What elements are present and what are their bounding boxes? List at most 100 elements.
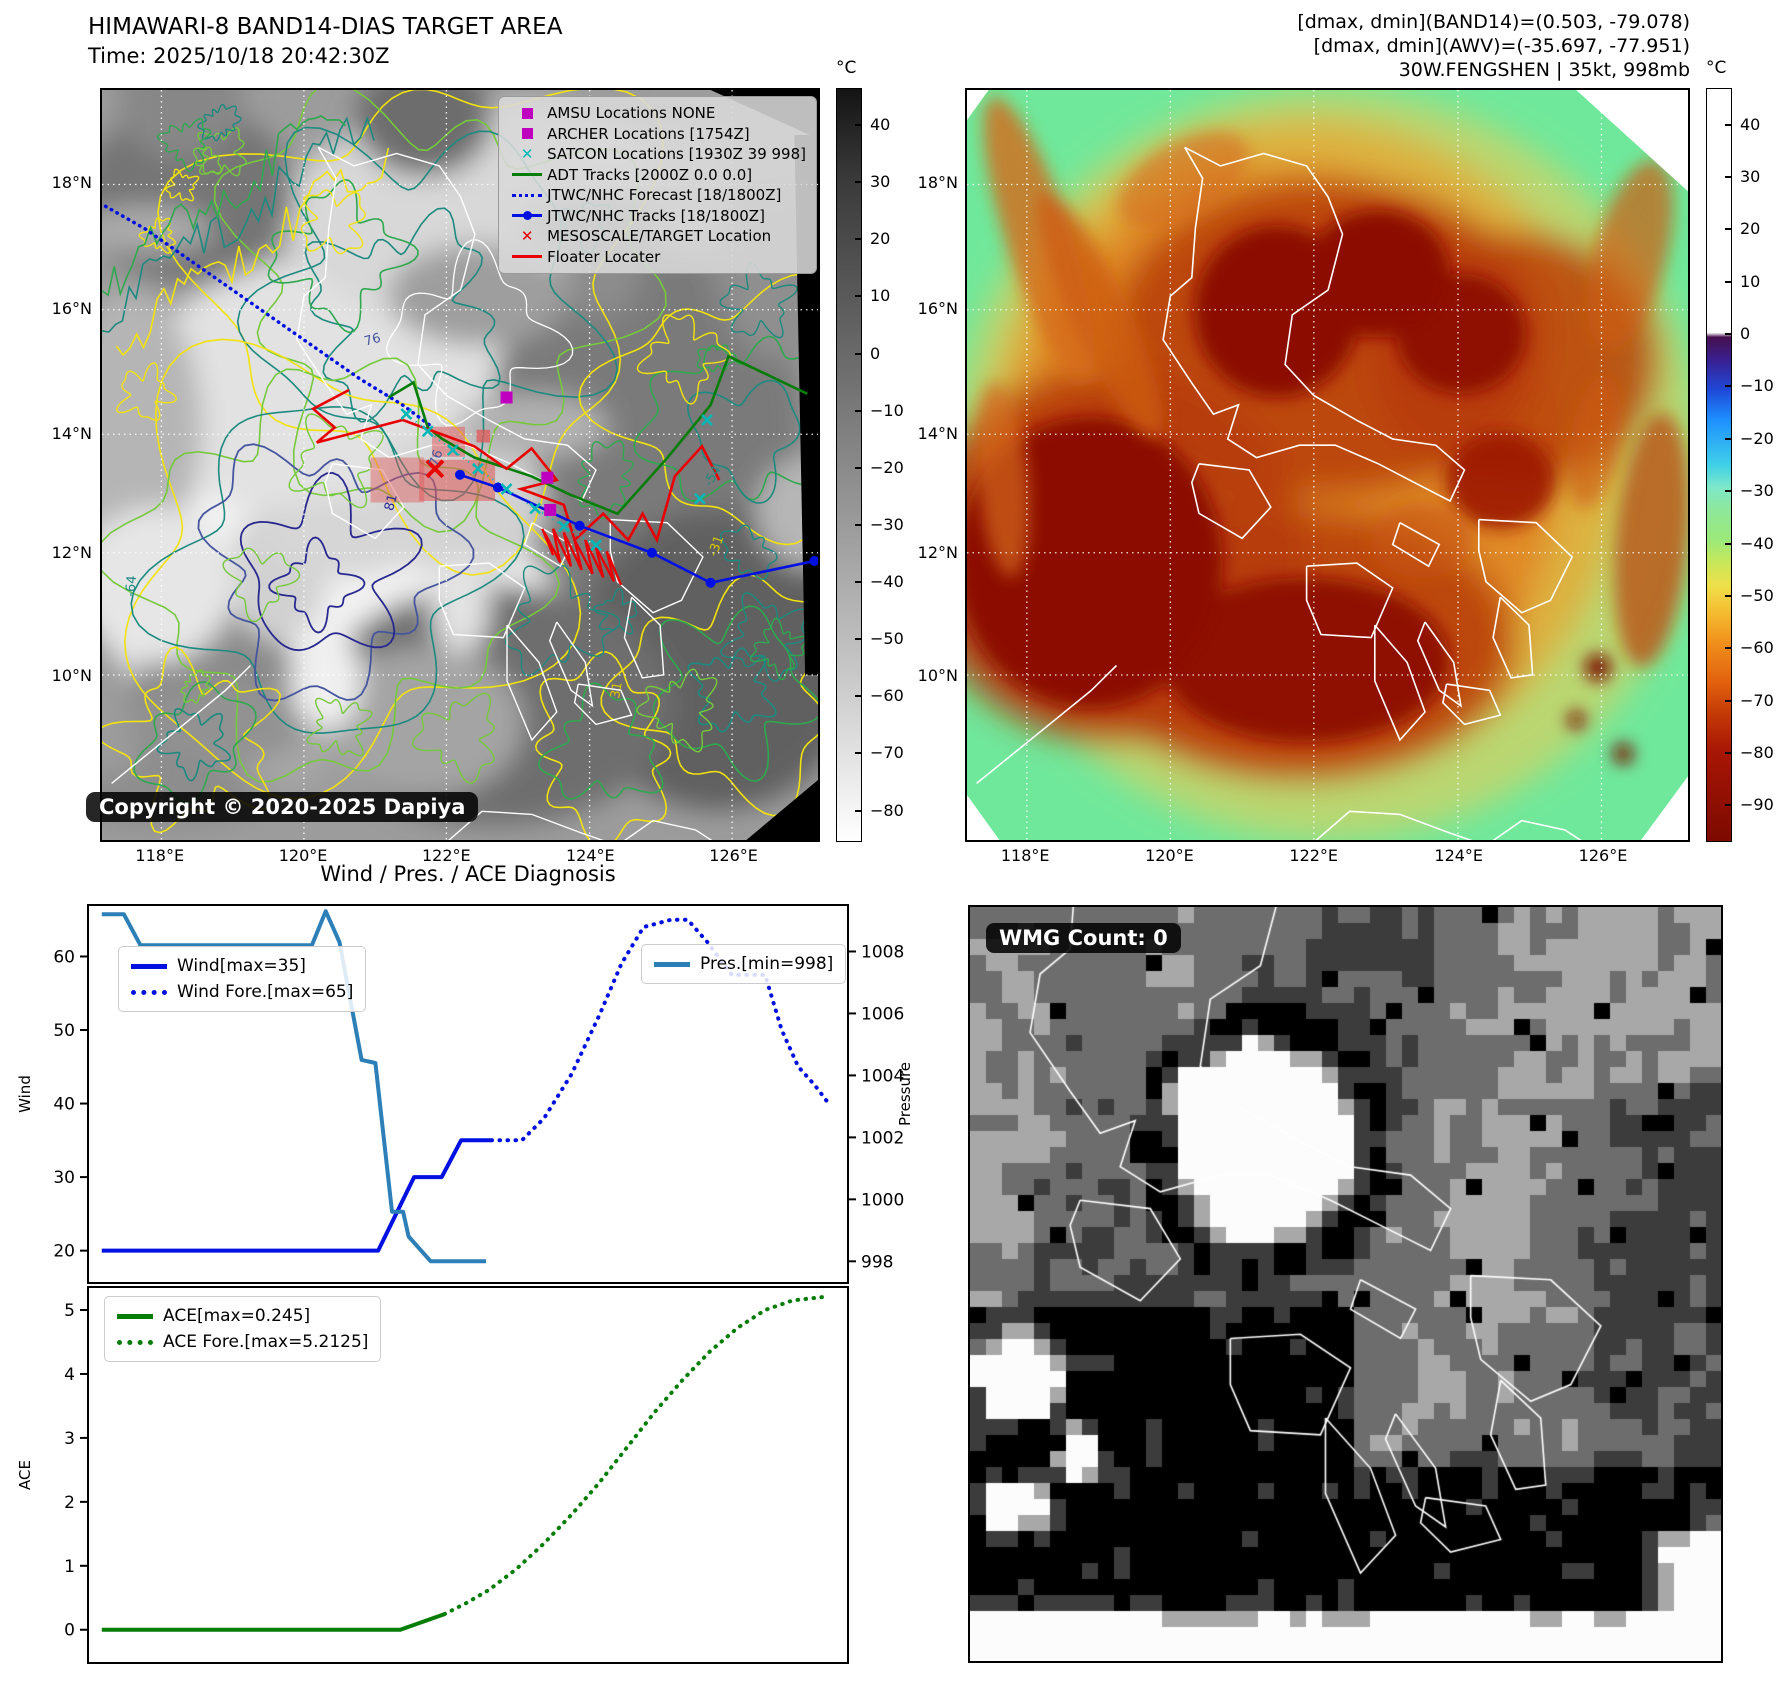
copyright-badge: Copyright © 2020-2025 Dapiya [86,792,479,822]
y-axis-tick: 60 [53,947,75,967]
legend-item-label: MESOSCALE/TARGET Location [547,227,772,245]
legend-item: Floater Locater [507,247,806,268]
awv-colorbar-tickmark [1725,490,1732,493]
band14-colorbar-tickmark [855,295,862,298]
awv-lat-tick: 14°N [917,424,958,444]
awv-lat-tick: 10°N [917,666,958,686]
contour-label: 81 [382,493,401,513]
awv-colorbar-tickmark [1725,333,1732,336]
legend-item: ✕ MESOSCALE/TARGET Location [507,226,806,247]
band14-title: HIMAWARI-8 BAND14-DIAS TARGET AREA [88,14,563,40]
awv-colorbar-tickmark [1725,385,1732,388]
band14-colorbar-tickmark [855,581,862,584]
band14-map: 76 76 81 -64 -54 -31 31 AMSU Locations NONE ARC… [100,88,820,842]
dotted-line-icon [507,193,547,197]
square-marker-icon [507,128,547,140]
contour-label: 76 [427,448,447,469]
y-axis-tick: 4 [64,1365,75,1385]
line-icon [507,173,547,177]
legend-item: ✕ SATCON Locations [1930Z 39 998] [507,144,806,165]
legend-item: ACE Fore.[max=5.2125] [117,1329,368,1355]
awv-map [965,88,1690,842]
legend-item: ACE[max=0.245] [117,1303,368,1329]
storm-id-label: 30W.FENGSHEN | 35kt, 998mb [1398,59,1690,81]
awv-colorbar-tickmark [1725,751,1732,754]
legend-item: Pres.[min=998] [654,951,833,977]
contour-label: 76 [363,331,383,350]
wmg-count-badge: WMG Count: 0 [986,923,1181,953]
series-Pres.[min=998] [101,909,486,1264]
awv-colorbar-tickmark [1725,123,1732,126]
legend-item-label: ADT Tracks [2000Z 0.0 0.0] [547,165,753,184]
awv-lon-tick: 118°E [1000,846,1050,865]
y2-axis-tick: 998 [861,1252,893,1272]
series-Wind[max=35] [101,1138,492,1253]
band14-lon-tick: 118°E [135,846,185,865]
dotted-line-icon [117,1339,163,1345]
awv-header: [dmax, dmin](BAND14)=(0.503, -79.078) [d… [1140,10,1690,82]
ace-legend: ACE[max=0.245] ACE Fore.[max=5.2125] [104,1296,382,1362]
x-marker-icon: ✕ [520,145,534,163]
band14-colorbar-tick: 30 [870,172,891,192]
band14-lon-tick: 124°E [565,846,615,865]
awv-colorbar-tick: −90 [1740,795,1774,815]
awv-colorbar-tickmark [1725,176,1732,178]
y-axis-tick: 2 [64,1493,75,1513]
band14-time-label: Time: 2025/10/18 20:42:30Z [88,44,390,68]
awv-colorbar-tick: 10 [1740,271,1761,291]
awv-colorbar-tick: −60 [1740,638,1774,658]
dmax-dmin-band14: [dmax, dmin](BAND14)=(0.503, -79.078) [1297,11,1690,33]
band14-colorbar-tick: −10 [870,400,904,420]
line-icon [131,963,177,969]
y-axis-label: ACE [16,1460,34,1490]
awv-colorbar-tick: −70 [1740,690,1774,710]
legend-item-label: Floater Locater [547,247,661,266]
legend-item-label: AMSU Locations NONE [547,104,716,122]
dotted-line-icon [131,989,177,995]
awv-colorbar-tickmark [1725,542,1732,545]
contour-label: -31 [706,534,727,559]
awv-colorbar-tickmark [1725,437,1732,440]
band14-colorbar-tick: −50 [870,629,904,649]
band14-colorbar-tick: 40 [870,115,891,135]
legend-item-label: Wind Fore.[max=65] [177,982,354,1002]
band14-lon-tick: 126°E [709,846,758,865]
band14-lat-tick: 14°N [51,424,92,444]
y-axis-tick: 5 [64,1301,75,1321]
y2-axis-tick: 1006 [861,1004,904,1024]
contour-label: 31 [608,681,626,700]
band14-lat-tick: 16°N [51,298,92,318]
legend-item: ADT Tracks [2000Z 0.0 0.0] [507,165,806,186]
dmax-dmin-awv: [dmax, dmin](AWV)=(-35.697, -77.951) [1313,35,1690,57]
awv-colorbar-tick: −30 [1740,481,1774,501]
awv-colorbar-tickmark [1725,594,1732,597]
awv-colorbar-tickmark [1725,699,1732,702]
band14-lat-tick: 18°N [51,173,92,192]
awv-colorbar-tick: 0 [1740,324,1751,344]
legend-item: AMSU Locations NONE [507,103,806,124]
band14-colorbar-tick: −80 [870,800,904,820]
legend-item: ARCHER Locations [1754Z] [507,124,806,145]
band14-lon-tick: 122°E [421,846,471,865]
awv-lon-tick: 126°E [1578,846,1628,865]
band14-colorbar-tickmark [855,124,862,127]
band14-colorbar-tick: −60 [870,686,904,706]
contour-label: -64 [123,575,140,597]
y2-axis-tick: 1004 [861,1066,904,1086]
band14-colorbar-tick: −40 [870,572,904,592]
x-marker-icon: ✕ [520,227,534,245]
band14-colorbar-tickmark [855,695,862,698]
band14-lat-tick: 12°N [51,543,92,563]
y2-axis-tick: 1000 [861,1190,904,1210]
legend-item: JTWC/NHC Forecast [18/1800Z] [507,185,806,206]
band14-colorbar-tickmark [855,181,862,184]
y-axis-tick: 0 [64,1621,75,1641]
band14-colorbar-tickmark [855,809,862,812]
band14-colorbar-tickmark [855,409,862,412]
band14-colorbar-tick: −30 [870,514,904,534]
line-icon [507,255,547,259]
legend-item-label: Wind[max=35] [177,956,306,976]
legend-item-label: SATCON Locations [1930Z 39 998] [547,145,806,163]
series-ACE[max=0.245] [101,1612,446,1632]
